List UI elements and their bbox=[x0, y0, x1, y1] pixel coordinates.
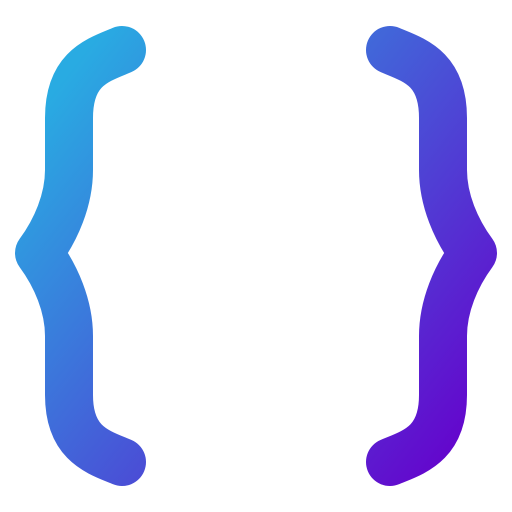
right-curly-brace-icon bbox=[366, 26, 497, 486]
left-curly-brace-icon bbox=[15, 26, 146, 486]
